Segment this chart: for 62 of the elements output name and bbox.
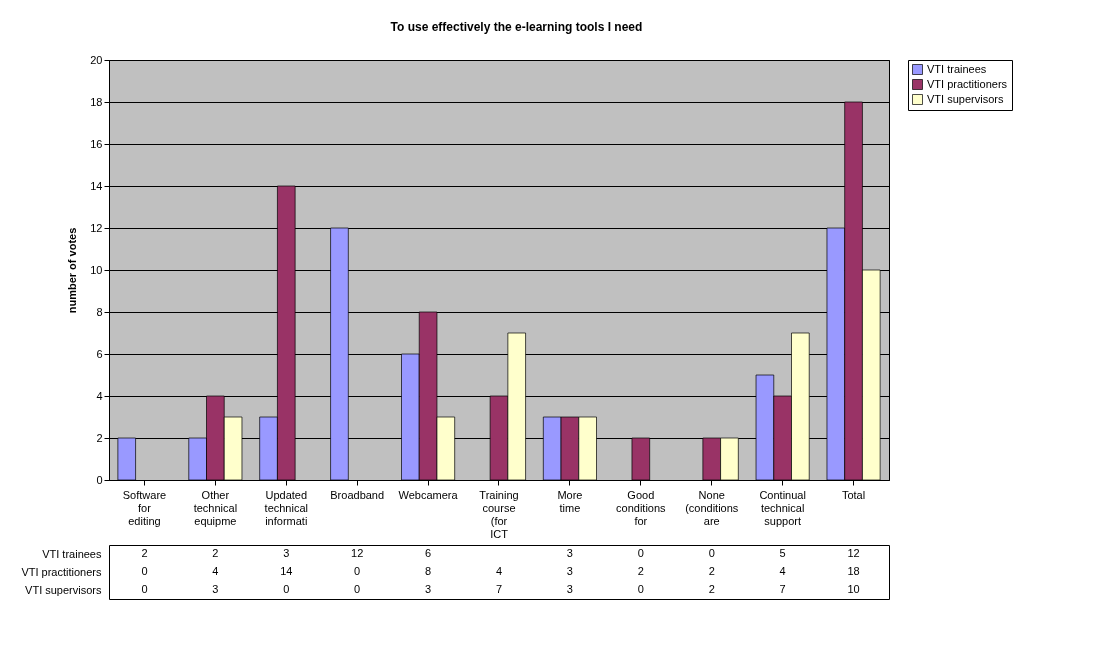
data-label: 4 [495,565,503,577]
y-tick-label: 10 [90,263,103,276]
x-tick-label: Software for editing [122,488,167,527]
data-label: 3 [283,547,290,559]
y-tick-label: 4 [96,389,103,402]
legend-label: VTI practitioners [927,77,1008,90]
data-label: 8 [425,565,432,577]
x-tick-label: More time [557,488,583,514]
data-label: 4 [779,565,786,577]
data-label: 2 [141,547,148,559]
data-label: 3 [212,583,219,595]
data-label: 2 [708,565,715,577]
data-label: 12 [847,547,860,559]
y-tick-label: 14 [90,179,103,192]
data-label: 0 [637,583,644,595]
x-tick-label: Training course (for ICT [479,488,519,540]
data-label: 4 [212,565,219,577]
x-tick-label: Broadband [330,488,385,501]
chart-title: To use effectively the e-learning tools I need [390,19,643,34]
x-tick-label: Webcamera [398,488,459,501]
data-label: 7 [779,583,786,595]
legend-label: VTI trainees [927,62,987,75]
data-label: 2 [212,547,219,559]
data-label: 10 [847,583,860,595]
x-tick-label: Continual technical support [759,488,806,527]
x-tick-label: None (conditions are [685,488,739,527]
data-label: 14 [280,565,293,577]
data-label: 3 [566,583,573,595]
data-label: 0 [708,547,715,559]
data-label: 2 [708,583,715,595]
data-label: 3 [425,583,432,595]
data-label: 0 [141,583,148,595]
data-label: 6 [425,547,432,559]
y-tick-label: 18 [90,95,103,108]
data-label: 0 [637,547,644,559]
y-tick-label: 16 [90,137,103,150]
data-label: 5 [779,547,786,559]
y-tick-label: 20 [90,53,103,66]
text: VTI practitioners [21,565,102,578]
text: VTI trainees [42,547,102,560]
y-tick-label: 12 [90,221,103,234]
data-label: 0 [283,583,290,595]
x-tick-label: Good conditions for [616,488,667,527]
x-tick-label: Other technical equipme [193,488,238,527]
data-label: 3 [566,565,573,577]
legend-label: VTI supervisors [927,92,1004,105]
data-label: 18 [847,565,860,577]
y-tick-label: 0 [96,473,103,486]
data-label: 7 [495,583,503,595]
y-tick-label: 2 [96,431,103,444]
data-label: 12 [351,547,364,559]
data-label: 2 [637,565,644,577]
data-label: 0 [354,583,361,595]
data-label: 0 [354,565,361,577]
y-axis-title: number of votes [66,227,79,314]
y-tick-label: 8 [96,305,103,318]
x-tick-label: Updated technical informati [264,488,308,527]
x-tick-label: Total [841,488,866,501]
data-label: 3 [566,547,573,559]
data-label: 0 [141,565,148,577]
text: VTI supervisors [25,583,102,596]
y-tick-label: 6 [96,347,103,360]
